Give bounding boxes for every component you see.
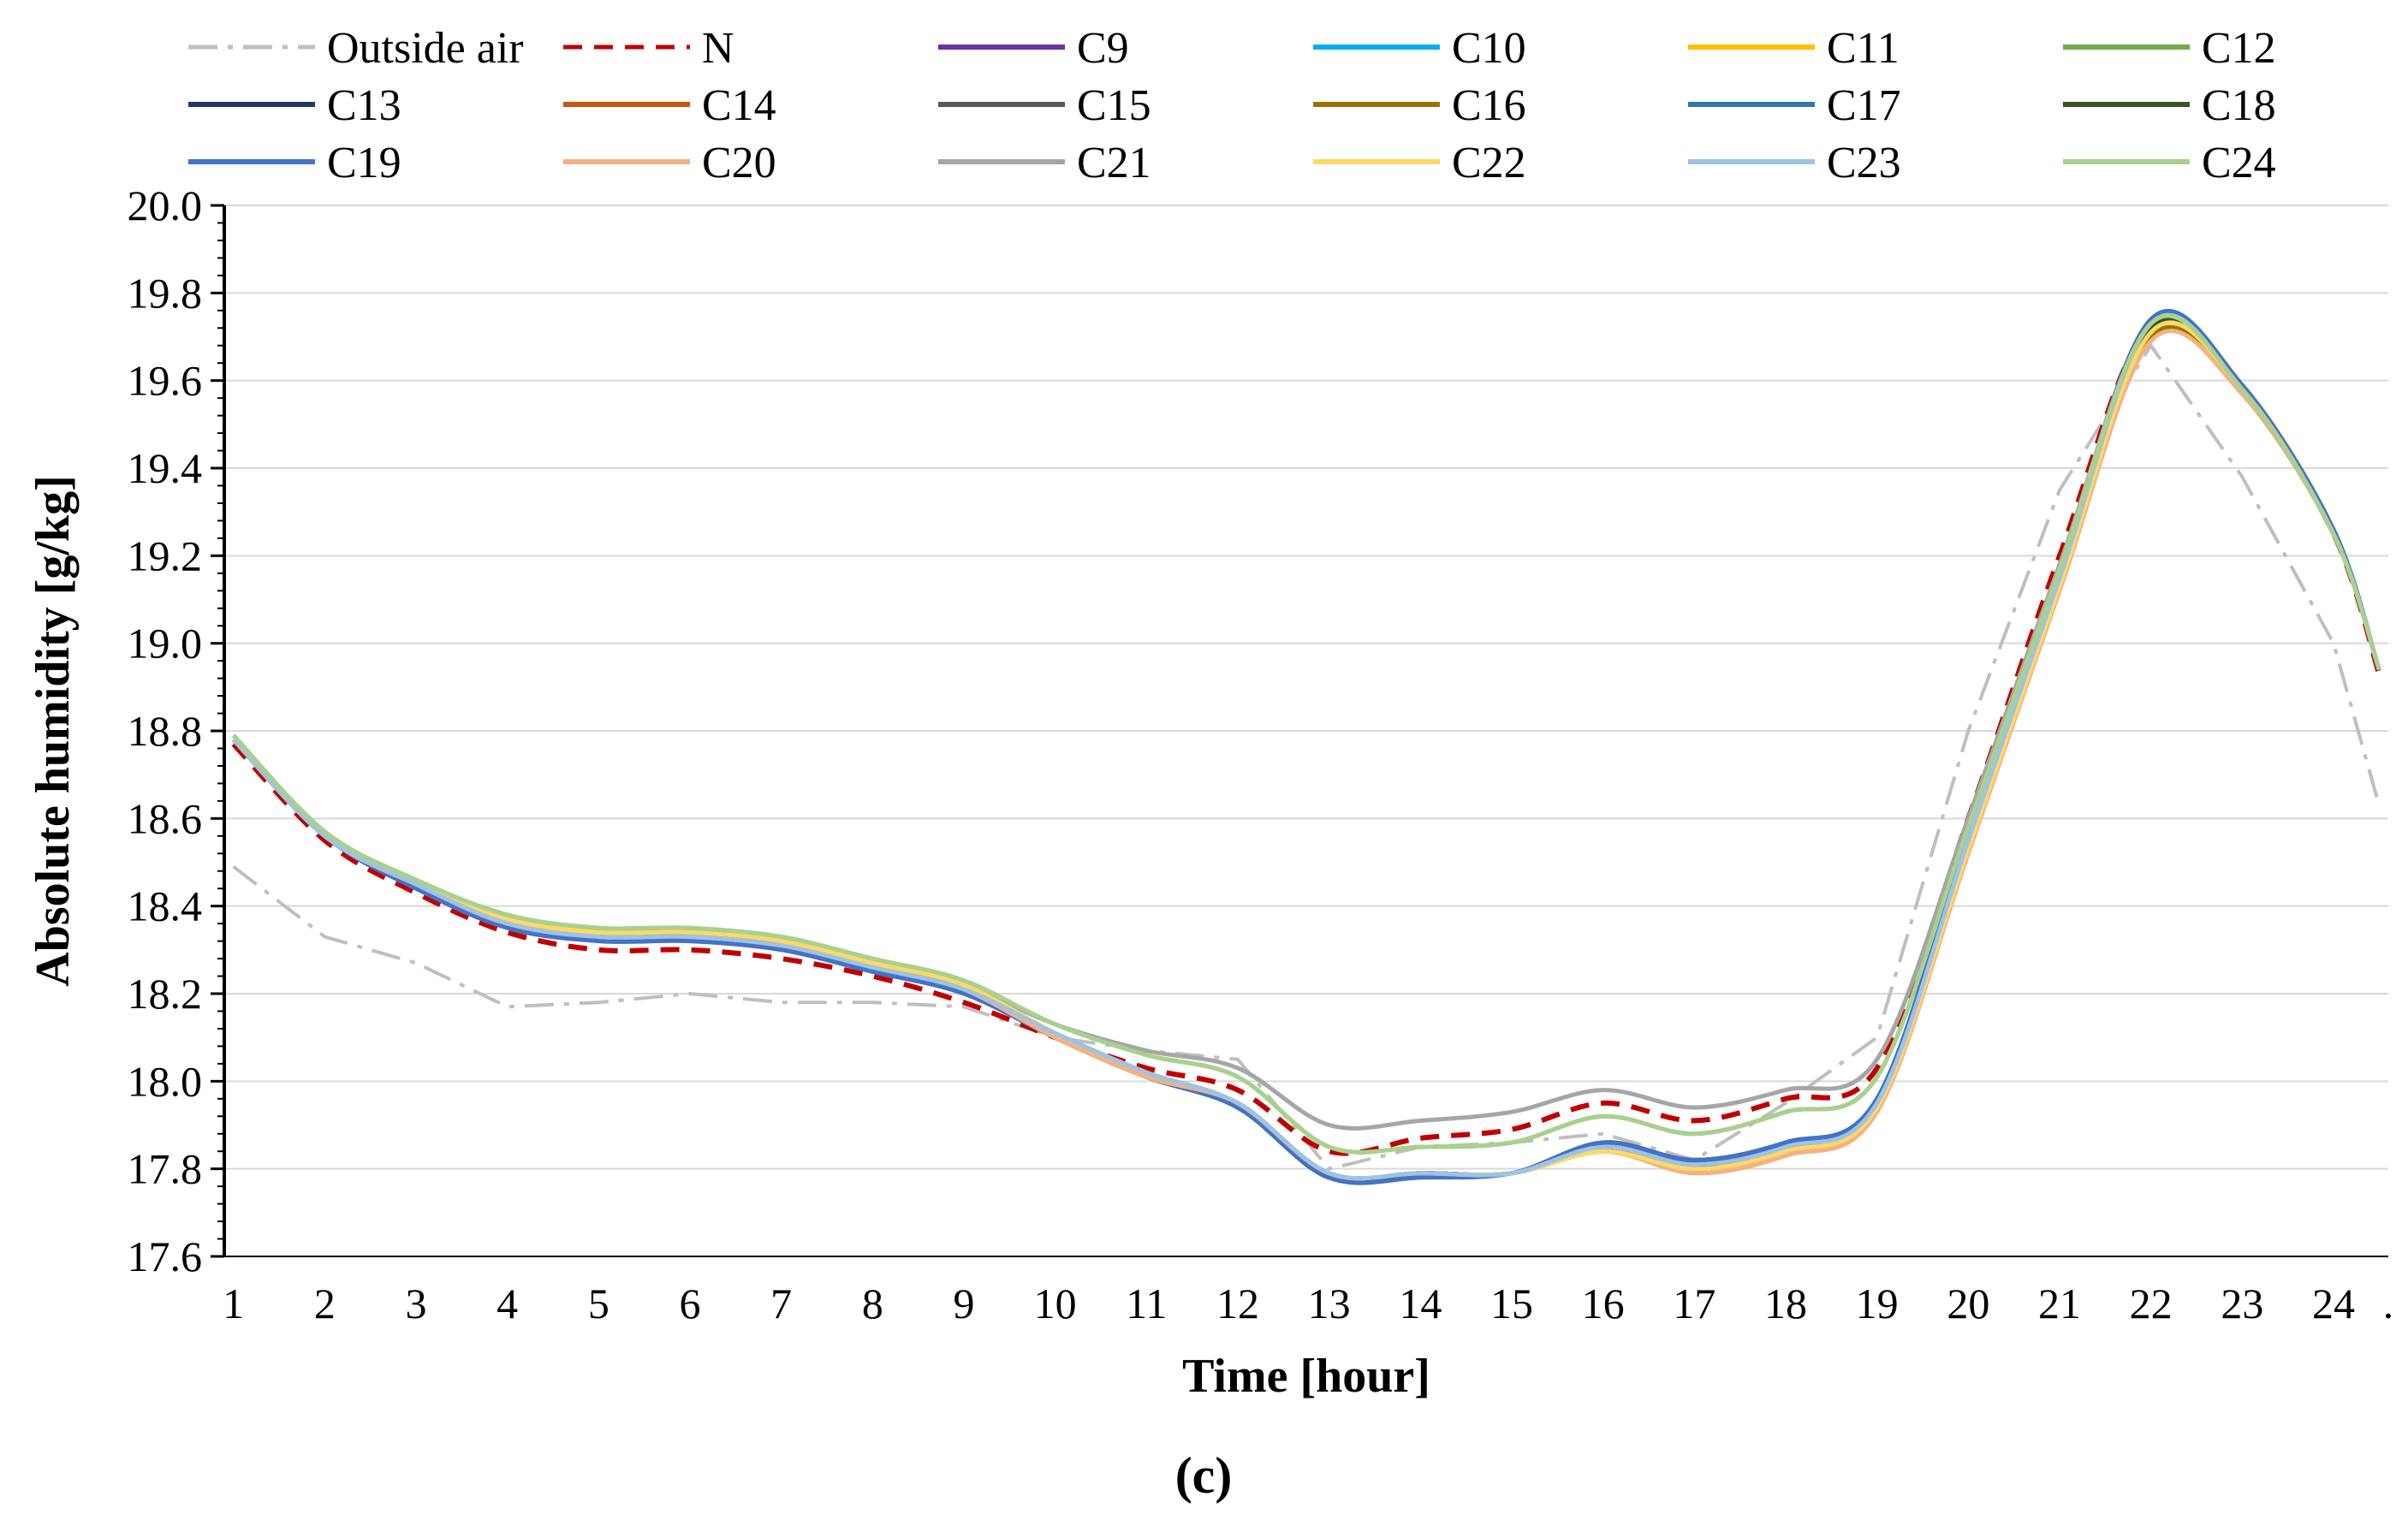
y-tick-label: 18.0 (128, 1057, 203, 1105)
x-tick-label: 19 (1856, 1280, 1899, 1327)
x-axis-ticks: 1 2 3 4 5 6 7 8 9 10 11 12 13 14 15 16 17 18 19 20 21 22 23 24. (223, 1280, 2393, 1327)
x-tick-label: 21 (2038, 1280, 2081, 1327)
x-tick-label: 1 (223, 1280, 244, 1327)
series-line-c16 (231, 324, 2381, 1181)
y-tick-label: 18.8 (128, 707, 203, 755)
legend-label-c22: C22 (1452, 139, 1526, 187)
legend-label-c14: C14 (702, 81, 776, 130)
legend-label-c18: C18 (2202, 81, 2276, 130)
series-line-c12 (231, 313, 2381, 1155)
x-tick-label: 6 (680, 1280, 701, 1327)
series-line-c9 (231, 317, 2381, 1185)
legend-label-c15: C15 (1077, 81, 1151, 130)
series-line-c20 (231, 329, 2381, 1181)
legend-label-n: N (702, 24, 734, 73)
x-tick-label: 11 (1126, 1280, 1167, 1327)
series-line-c21 (231, 313, 2381, 1131)
y-tick-label: 20.0 (128, 181, 203, 229)
series-line-c22 (231, 320, 2381, 1181)
legend-label-c10: C10 (1452, 24, 1526, 73)
legend-label-c17: C17 (1827, 81, 1901, 130)
x-tick-label: 20 (1947, 1280, 1989, 1327)
series-line-c24 (231, 313, 2381, 1155)
series-line-c18 (231, 317, 2381, 1185)
x-tick-label: 10 (1034, 1280, 1077, 1327)
x-tick-label: . (2383, 1280, 2394, 1327)
legend-label-c20: C20 (702, 139, 776, 187)
legend-label-c24: C24 (2202, 139, 2276, 187)
series-line-outside-air (232, 343, 2381, 1171)
x-tick-label: 8 (862, 1280, 883, 1327)
y-tick-label: 19.0 (128, 620, 203, 668)
legend-label-outside-air: Outside air (327, 24, 524, 73)
y-tick-label: 19.4 (128, 444, 203, 492)
series-line-c14 (231, 324, 2381, 1181)
gridlines (224, 205, 2388, 1170)
legend-label-c13: C13 (327, 81, 401, 130)
y-tick-label: 19.8 (128, 269, 203, 317)
legend-label-c16: C16 (1452, 81, 1526, 130)
y-tick-label: 18.6 (128, 794, 203, 842)
x-tick-label: 15 (1490, 1280, 1533, 1327)
y-tick-label: 18.2 (128, 970, 203, 1018)
legend-label-c23: C23 (1827, 139, 1901, 187)
x-tick-label: 13 (1308, 1280, 1351, 1327)
x-tick-label: 12 (1216, 1280, 1259, 1327)
series-line-n (231, 313, 2382, 1156)
legend-label-c19: C19 (327, 139, 401, 187)
series-line-c15 (231, 317, 2381, 1185)
y-tick-label: 19.2 (128, 531, 203, 579)
x-tick-label: 18 (1764, 1280, 1807, 1327)
series-line-c11 (231, 320, 2381, 1181)
x-axis-title: Time [hour] (1182, 1350, 1430, 1403)
y-tick-label: 17.6 (128, 1232, 203, 1280)
x-tick-label: 14 (1399, 1280, 1442, 1327)
y-tick-label: 19.6 (128, 357, 203, 405)
y-axis-title: Absolute humidity [g/kg] (27, 475, 80, 986)
x-tick-label: 3 (406, 1280, 427, 1327)
x-tick-label: 24 (2312, 1280, 2355, 1327)
x-tick-label: 2 (314, 1280, 336, 1327)
series-line-c19 (231, 308, 2381, 1185)
x-tick-label: 23 (2221, 1280, 2263, 1327)
legend-label-c12: C12 (2202, 24, 2276, 73)
series-layer (231, 308, 2382, 1185)
legend-label-c21: C21 (1077, 139, 1151, 187)
legend: Outside air N C9 C10 C11 C12 C13 C14 C15 C16 C17 C1… (188, 24, 2276, 187)
y-tick-label: 18.4 (128, 882, 203, 930)
x-tick-label: 17 (1673, 1280, 1715, 1327)
series-line-c13 (231, 313, 2381, 1185)
x-tick-label: 9 (954, 1280, 975, 1327)
x-tick-label: 7 (770, 1280, 792, 1327)
y-tick-label: 17.8 (128, 1145, 203, 1193)
series-line-c23 (231, 312, 2381, 1181)
series-line-c10 (231, 312, 2381, 1181)
x-tick-label: 4 (496, 1280, 518, 1327)
x-tick-label: 5 (588, 1280, 609, 1327)
series-line-c17 (231, 313, 2381, 1185)
legend-label-c9: C9 (1077, 24, 1129, 73)
x-tick-label: 16 (1582, 1280, 1625, 1327)
panel-label: (c) (1175, 1447, 1233, 1504)
legend-label-c11: C11 (1827, 24, 1900, 73)
x-tick-label: 22 (2130, 1280, 2173, 1327)
y-axis-ticks: 17.6 17.8 18.0 18.2 18.4 18.6 18.8 19.0 19.2 19.4… (128, 181, 224, 1280)
